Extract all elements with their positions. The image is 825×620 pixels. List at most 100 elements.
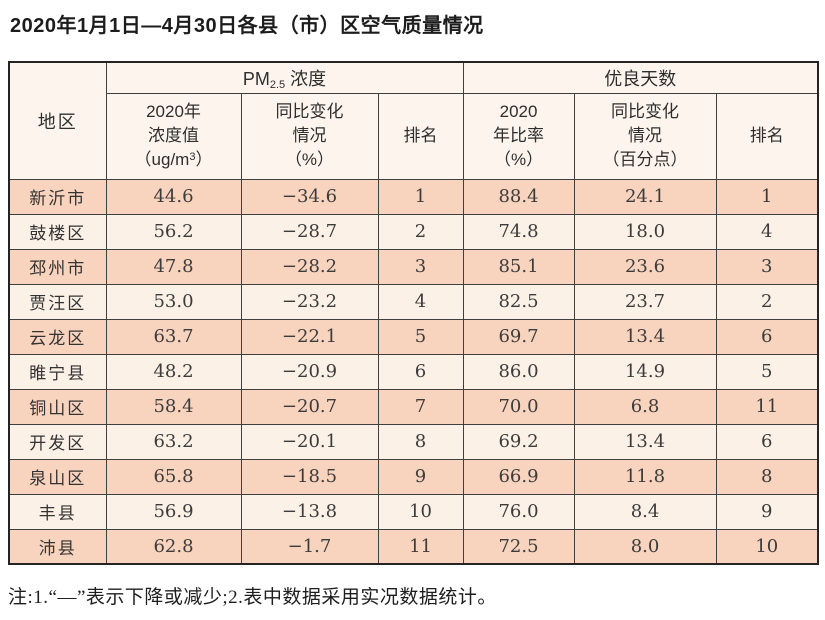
good-change-cell: 6.8 [573,388,717,425]
pm-rank-cell: 10 [377,493,464,530]
pm-change-cell: −13.8 [240,493,379,530]
good-change-cell: 24.1 [573,178,717,215]
header-line: （%） [284,150,335,170]
unit-text: ） [195,150,213,170]
pm-value-cell: 63.7 [105,318,242,355]
table-row: 铜山区 58.4 −20.7 7 70.0 6.8 11 [8,388,819,425]
pm-value-cell: 48.2 [105,353,242,390]
good-change-cell: 8.0 [573,528,717,565]
good-rate-cell: 86.0 [462,353,575,390]
good-rank-cell: 1 [715,178,819,215]
table-row: 泉山区 65.8 −18.5 9 66.9 11.8 8 [8,458,819,495]
good-rank-cell: 4 [715,213,819,250]
pm-rank-cell: 6 [377,353,464,390]
pm-rank-cell: 11 [377,528,464,565]
good-change-cell: 18.0 [573,213,717,250]
pm-value-cell: 62.8 [105,528,242,565]
good-rate-cell: 76.0 [462,493,575,530]
pm-change-cell: −34.6 [240,178,379,215]
header-line: 情况 [628,125,663,145]
pm-rank-cell: 4 [377,283,464,320]
pm-change-cell: −20.9 [240,353,379,390]
table-row: 开发区 63.2 −20.1 8 69.2 13.4 6 [8,423,819,460]
good-rank-cell: 5 [715,353,819,390]
good-rate-cell: 69.2 [462,423,575,460]
table-row: 鼓楼区 56.2 −28.7 2 74.8 18.0 4 [8,213,819,250]
region-cell: 新沂市 [8,178,107,215]
pm-value-cell: 58.4 [105,388,242,425]
unit-superscript: 3 [189,151,196,164]
pm-rank-cell: 9 [377,458,464,495]
good-rate-cell: 85.1 [462,248,575,285]
pm-rank-cell: 2 [377,213,464,250]
table-row: 丰县 56.9 −13.8 10 76.0 8.4 9 [8,493,819,530]
header-pm-group: PM2.5 浓度 [105,61,464,94]
good-rate-cell: 88.4 [462,178,575,215]
header-line: （%） [493,150,544,170]
good-rank-cell: 6 [715,423,819,460]
region-cell: 邳州市 [8,248,107,285]
good-rank-cell: 3 [715,248,819,285]
header-region: 地区 [8,61,107,180]
good-rate-cell: 72.5 [462,528,575,565]
header-line: 情况 [292,125,327,145]
pm-subscript: 2.5 [269,78,286,91]
good-rank-cell: 9 [715,493,819,530]
good-rank-cell: 2 [715,283,819,320]
pm-change-cell: −28.2 [240,248,379,285]
good-rate-cell: 70.0 [462,388,575,425]
pm-rank-cell: 1 [377,178,464,215]
air-quality-table: 地区 PM2.5 浓度 优良天数 2020年 浓度值 （ug/m3） 同比变化 … [8,61,820,565]
header-pm-value: 2020年 浓度值 （ug/m3） [105,92,242,180]
pm-rank-cell: 8 [377,423,464,460]
pm-value-cell: 65.8 [105,458,242,495]
good-change-cell: 14.9 [573,353,717,390]
pm-change-cell: −18.5 [240,458,379,495]
header-unit-line: （ug/m3） [107,148,241,172]
pm-rank-cell: 3 [377,248,464,285]
region-cell: 开发区 [8,423,107,460]
header-pm-change: 同比变化 情况 （%） [240,92,379,180]
table-header-group-row: 地区 PM2.5 浓度 优良天数 [8,61,819,180]
good-rank-cell: 8 [715,458,819,495]
pm-change-cell: −20.7 [240,388,379,425]
header-good-change: 同比变化 情况 （百分点） [573,92,717,180]
header-line: 年比率 [493,125,545,145]
pm-label: PM [242,68,270,89]
page-title: 2020年1月1日—4月30日各县（市）区空气质量情况 [10,15,484,37]
good-rank-cell: 11 [715,388,819,425]
pm-value-cell: 53.0 [105,283,242,320]
region-cell: 鼓楼区 [8,213,107,250]
good-rate-cell: 69.7 [462,318,575,355]
header-line: 浓度值 [148,125,199,145]
region-cell: 云龙区 [8,318,107,355]
table-row: 云龙区 63.7 −22.1 5 69.7 13.4 6 [8,318,819,355]
pm-change-cell: −28.7 [240,213,379,250]
good-change-cell: 23.7 [573,283,717,320]
region-cell: 睢宁县 [8,353,107,390]
header-line: 同比变化 [611,101,680,121]
header-line: （百分点） [602,150,688,170]
region-cell: 贾汪区 [8,283,107,320]
good-rank-cell: 10 [715,528,819,565]
pm-change-cell: −23.2 [240,283,379,320]
table-row: 贾汪区 53.0 −23.2 4 82.5 23.7 2 [8,283,819,320]
good-change-cell: 11.8 [573,458,717,495]
pm-rank-cell: 7 [377,388,464,425]
pm-value-cell: 47.8 [105,248,242,285]
pm-value-cell: 63.2 [105,423,242,460]
good-change-cell: 8.4 [573,493,717,530]
header-good-rate: 2020 年比率 （%） [462,92,575,180]
region-cell: 沛县 [8,528,107,565]
table-row: 邳州市 47.8 −28.2 3 85.1 23.6 3 [8,248,819,285]
pm-value-cell: 56.9 [105,493,242,530]
pm-value-cell: 44.6 [105,178,242,215]
good-change-cell: 23.6 [573,248,717,285]
pm-value-cell: 56.2 [105,213,242,250]
unit-text: （ug/m [134,150,190,170]
table-row: 沛县 62.8 −1.7 11 72.5 8.0 10 [8,528,819,565]
pm-rank-cell: 5 [377,318,464,355]
good-change-cell: 13.4 [573,423,717,460]
table-header-sub-row: 2020年 浓度值 （ug/m3） 同比变化 情况 （%） 排名 2020 年比… [9,92,819,180]
